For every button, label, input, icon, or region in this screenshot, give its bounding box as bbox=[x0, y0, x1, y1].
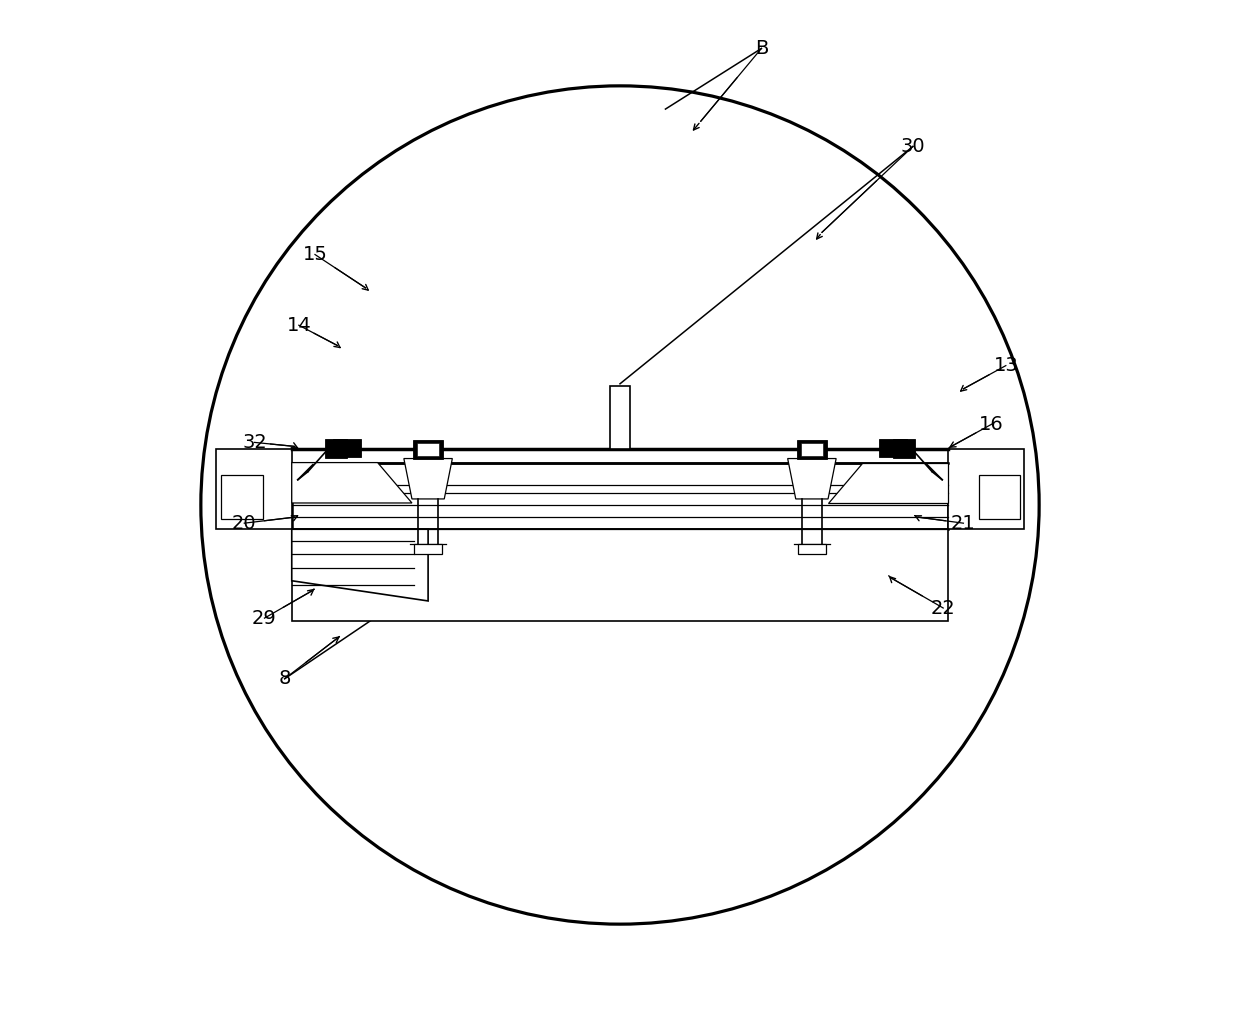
Bar bbox=[797, 544, 826, 554]
Polygon shape bbox=[291, 529, 428, 601]
Bar bbox=[413, 440, 443, 459]
Polygon shape bbox=[404, 459, 453, 499]
Text: 29: 29 bbox=[252, 609, 277, 627]
Text: 20: 20 bbox=[232, 514, 257, 532]
Text: 15: 15 bbox=[303, 245, 327, 264]
Bar bbox=[978, 476, 1021, 519]
Text: 13: 13 bbox=[993, 357, 1018, 375]
Bar bbox=[325, 439, 347, 458]
Bar bbox=[291, 463, 949, 529]
Bar bbox=[801, 443, 823, 456]
Bar bbox=[797, 440, 827, 459]
Bar bbox=[216, 449, 291, 529]
Text: 32: 32 bbox=[242, 433, 267, 451]
Text: B: B bbox=[755, 39, 768, 58]
Text: 14: 14 bbox=[286, 316, 311, 334]
Bar bbox=[610, 386, 630, 449]
Bar bbox=[334, 438, 361, 457]
Text: 8: 8 bbox=[279, 670, 291, 688]
Text: 30: 30 bbox=[900, 137, 925, 156]
Text: 16: 16 bbox=[980, 415, 1004, 433]
Polygon shape bbox=[828, 463, 949, 503]
Bar bbox=[221, 476, 263, 519]
Polygon shape bbox=[787, 459, 836, 499]
Bar bbox=[879, 438, 906, 457]
Bar bbox=[291, 529, 949, 621]
Text: 22: 22 bbox=[931, 599, 956, 617]
Bar bbox=[893, 439, 915, 458]
Bar bbox=[949, 449, 1024, 529]
Polygon shape bbox=[291, 463, 412, 503]
Bar bbox=[417, 443, 439, 456]
Bar bbox=[414, 544, 443, 554]
Text: 21: 21 bbox=[951, 514, 976, 532]
